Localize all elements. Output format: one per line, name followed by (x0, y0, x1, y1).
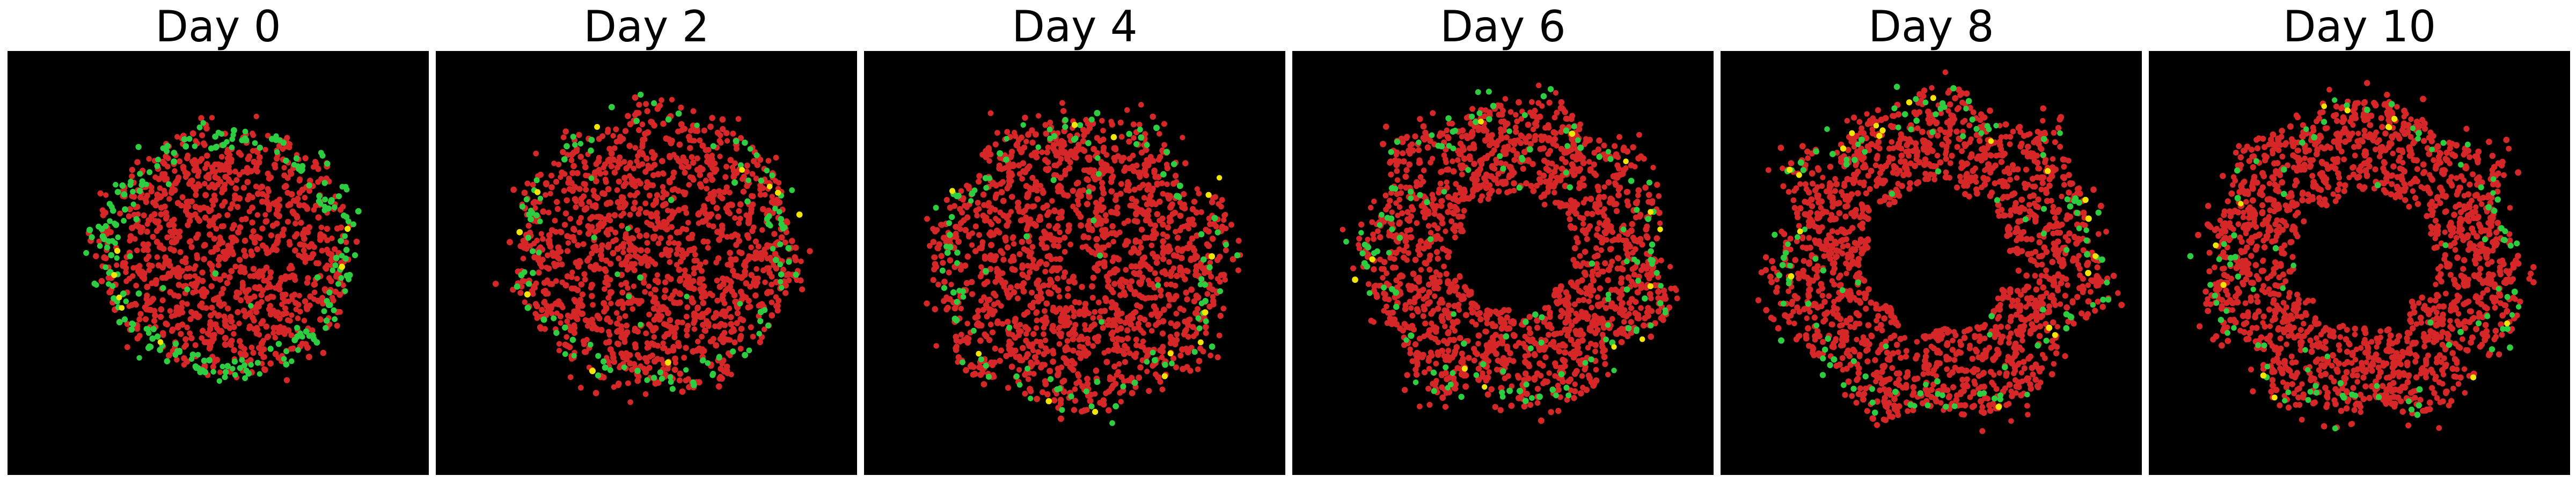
yellow-cells (2213, 103, 2511, 401)
yellow-cells (949, 122, 1223, 415)
panel-day-0: Day 0 (8, 0, 429, 483)
yellow-cells (111, 225, 351, 345)
panel-title: Day 6 (1440, 2, 1566, 52)
yellow-cells (1352, 119, 1663, 390)
green-cells (933, 109, 1241, 426)
cell-plot (8, 51, 429, 475)
cell-scatter (2149, 51, 2570, 475)
panel-day-4: Day 4 (864, 0, 1285, 483)
red-cells (85, 113, 360, 384)
cell-plot (864, 51, 1285, 475)
panel-day-6: Day 6 (1292, 0, 1714, 483)
panel-title: Day 2 (583, 2, 709, 52)
cell-plot (1721, 51, 2142, 475)
green-cells (2187, 97, 2522, 431)
green-cells (1343, 86, 1668, 405)
red-cells (2195, 80, 2537, 431)
green-cells (83, 120, 362, 384)
cell-scatter (864, 51, 1285, 475)
cell-scatter (436, 51, 857, 475)
panel-title: Day 4 (1012, 2, 1138, 52)
yellow-cells (516, 124, 803, 375)
cell-plot (2149, 51, 2570, 475)
cell-plot (436, 51, 857, 475)
panel-day-8: Day 8 (1721, 0, 2142, 483)
panel-title: Day 10 (2282, 2, 2436, 52)
panel-day-10: Day 10 (2149, 0, 2570, 483)
cell-scatter (1721, 51, 2142, 475)
red-cells (1755, 69, 2125, 434)
cell-scatter (1292, 51, 1714, 475)
panel-title: Day 8 (1868, 2, 1994, 52)
green-cells (514, 91, 799, 392)
red-cells (924, 100, 1243, 422)
yellow-cells (1787, 95, 2098, 410)
panel-day-2: Day 2 (436, 0, 857, 483)
cell-plot (1292, 51, 1714, 475)
cell-scatter (8, 51, 429, 475)
panel-title: Day 0 (155, 2, 281, 52)
green-cells (1772, 84, 2112, 416)
red-cells (1340, 82, 1680, 424)
